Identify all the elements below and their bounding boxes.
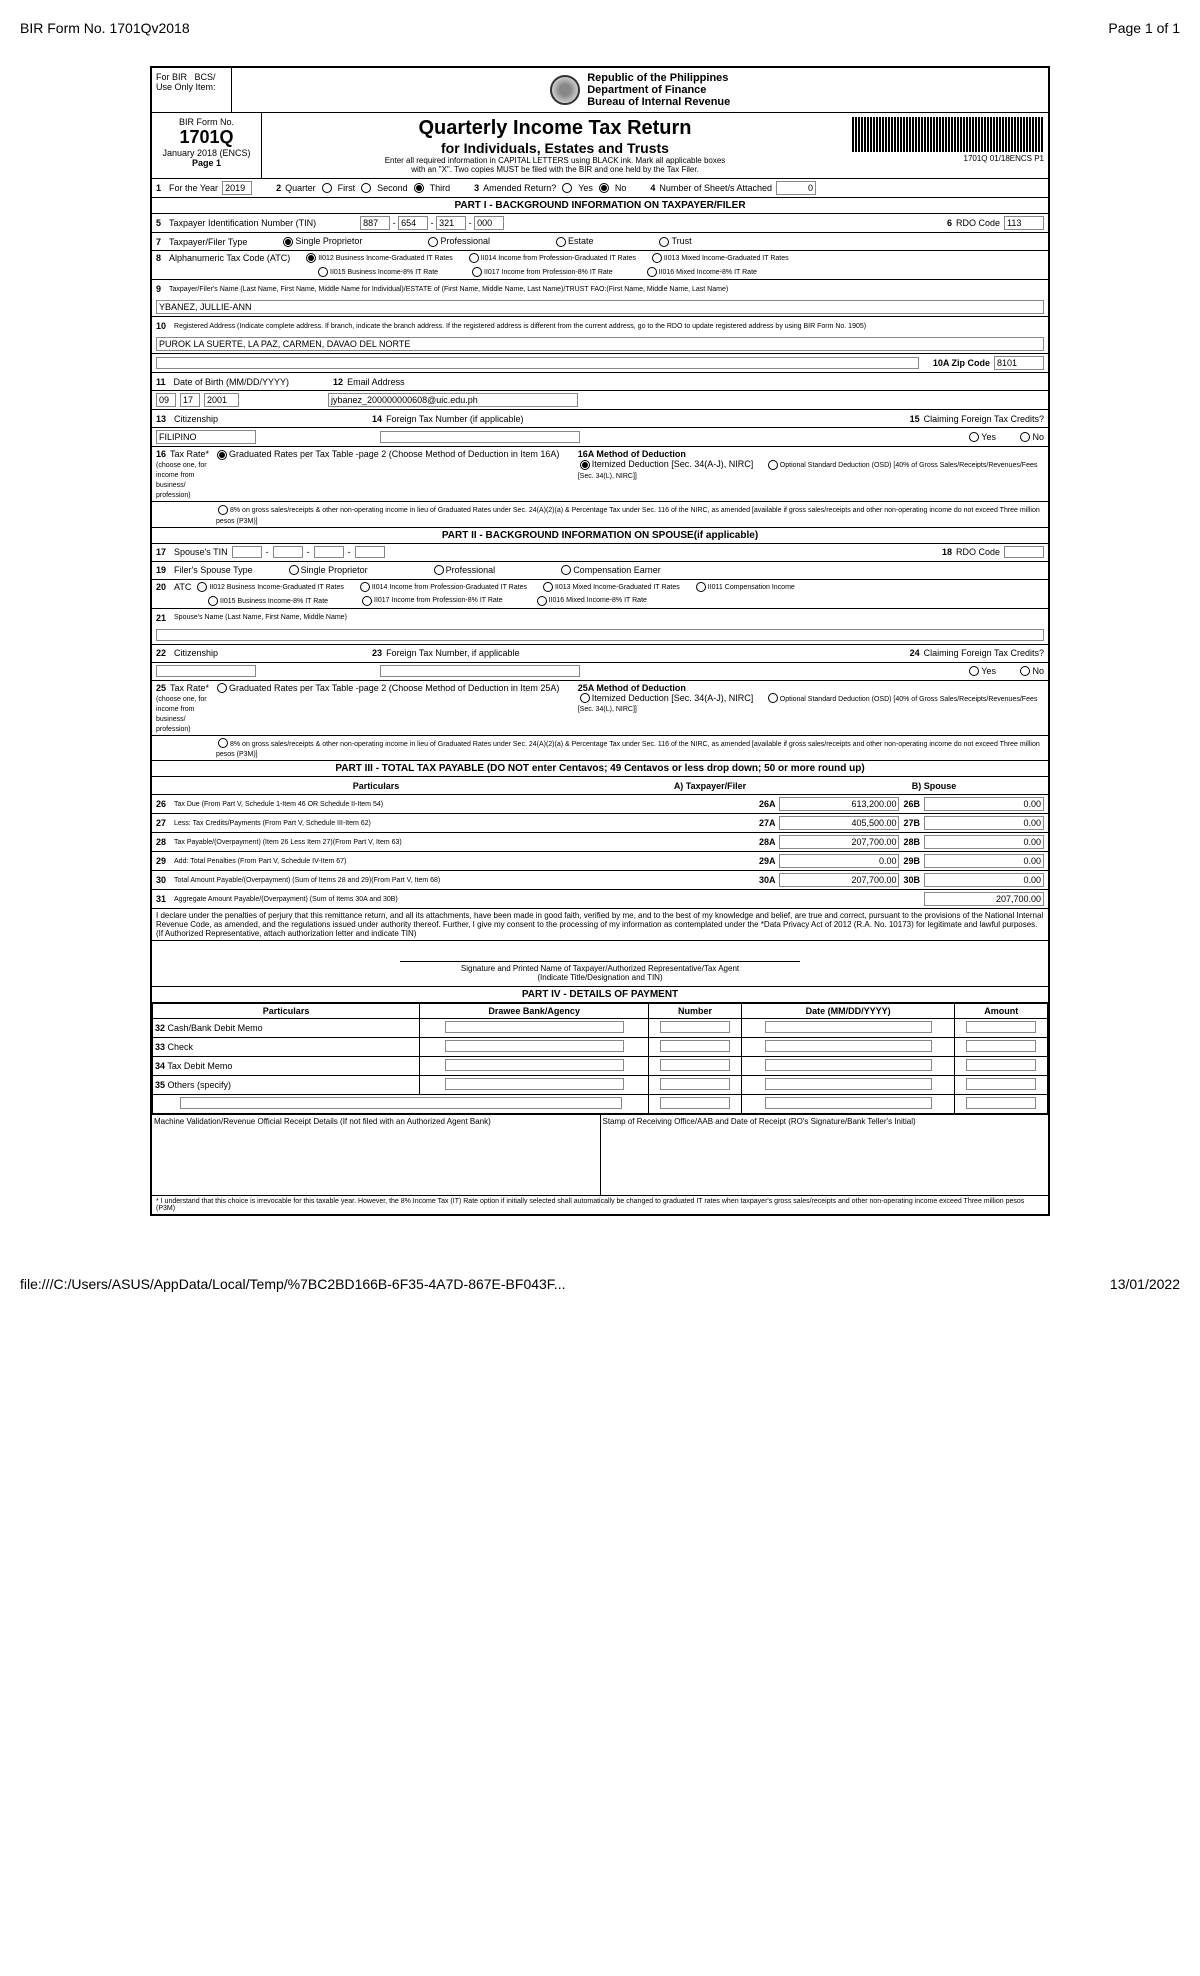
item10a-label: 10A Zip Code xyxy=(933,358,990,368)
item3-label: Amended Return? xyxy=(483,183,556,193)
atc-ii016-radio[interactable] xyxy=(647,267,657,277)
item9-label: Taxpayer/Filer's Name (Last Name, First … xyxy=(169,286,728,293)
zip-input[interactable]: 8101 xyxy=(994,356,1044,370)
declaration-text: I declare under the penalties of perjury… xyxy=(152,909,1048,941)
item20-label: ATC xyxy=(174,582,191,592)
ftc-yes-radio[interactable] xyxy=(969,432,979,442)
q1-radio[interactable] xyxy=(322,183,332,193)
item24-label: Claiming Foreign Tax Credits? xyxy=(924,648,1044,658)
item16-label: Tax Rate* xyxy=(170,449,209,459)
item17-label: Spouse's TIN xyxy=(174,547,228,557)
item18-label: RDO Code xyxy=(956,547,1000,557)
bir-seal-icon xyxy=(550,75,580,105)
signature-box: Signature and Printed Name of Taxpayer/A… xyxy=(152,941,1048,987)
citizenship-input[interactable]: FILIPINO xyxy=(156,430,256,444)
spouse-rdo-input[interactable] xyxy=(1004,546,1044,558)
main-title: Quarterly Income Tax Return xyxy=(266,117,844,140)
payment-table: Particulars Drawee Bank/Agency Number Da… xyxy=(152,1003,1048,1114)
bureau-text: Bureau of Internal Revenue xyxy=(587,96,730,108)
trust-radio[interactable] xyxy=(659,237,669,247)
dept-text: Department of Finance xyxy=(587,84,706,96)
item16a-label: 16A Method of Deduction xyxy=(578,449,686,459)
barcode-text: 1701Q 01/18ENCS P1 xyxy=(964,154,1045,163)
tin1-input[interactable]: 887 xyxy=(360,216,390,230)
item11-label: Date of Birth (MM/DD/YYYY) xyxy=(174,377,290,387)
q3-radio[interactable] xyxy=(414,183,424,193)
republic-text: Republic of the Philippines xyxy=(587,72,728,84)
part1-header: PART I - BACKGROUND INFORMATION ON TAXPA… xyxy=(152,198,1048,214)
instruction2: with an "X". Two copies MUST be filed wi… xyxy=(266,165,844,174)
amended-no-radio[interactable] xyxy=(599,183,609,193)
tin2-input[interactable]: 654 xyxy=(398,216,428,230)
tin4-input[interactable]: 000 xyxy=(474,216,504,230)
tin3-input[interactable]: 321 xyxy=(436,216,466,230)
item19-label: Filer's Spouse Type xyxy=(174,565,253,575)
barcode xyxy=(852,117,1044,152)
item10-label: Registered Address (Indicate complete ad… xyxy=(174,323,866,330)
dob-d-input[interactable]: 17 xyxy=(180,393,200,407)
name-input[interactable]: YBANEZ, JULLIE-ANN xyxy=(156,300,1044,314)
page-header-right: Page 1 of 1 xyxy=(1108,20,1180,36)
atc-ii017-radio[interactable] xyxy=(472,267,482,277)
8pct-radio[interactable] xyxy=(218,505,228,515)
ftn-input[interactable] xyxy=(380,431,580,443)
osd-radio[interactable] xyxy=(768,460,778,470)
item4-label: Number of Sheet/s Attached xyxy=(659,183,772,193)
item14-label: Foreign Tax Number (if applicable) xyxy=(386,414,523,424)
spouse-name-input[interactable] xyxy=(156,629,1044,641)
page-header-left: BIR Form No. 1701Qv2018 xyxy=(20,20,190,36)
rdo-input[interactable]: 113 xyxy=(1004,216,1044,230)
grad-rates-radio[interactable] xyxy=(217,450,227,460)
item23-label: Foreign Tax Number, if applicable xyxy=(386,648,519,658)
q2-radio[interactable] xyxy=(361,183,371,193)
machine-validation-box: Machine Validation/Revenue Official Rece… xyxy=(152,1115,601,1195)
sub-title: for Individuals, Estates and Trusts xyxy=(266,140,844,156)
dob-m-input[interactable]: 09 xyxy=(156,393,176,407)
atc-ii014-radio[interactable] xyxy=(469,253,479,263)
item7-label: Taxpayer/Filer Type xyxy=(169,237,247,247)
footnote: * I understand that this choice is irrev… xyxy=(152,1195,1048,1214)
atc-ii012-radio[interactable] xyxy=(306,253,316,263)
dob-y-input[interactable]: 2001 xyxy=(204,393,239,407)
item12-label: Email Address xyxy=(347,377,405,387)
address2-input[interactable] xyxy=(156,357,919,369)
stamp-box: Stamp of Receiving Office/AAB and Date o… xyxy=(601,1115,1049,1195)
item13-label: Citizenship xyxy=(174,414,218,424)
for-bir-box: For BIR BCS/ Use Only Item: xyxy=(152,68,232,112)
item5-label: Taxpayer Identification Number (TIN) xyxy=(169,218,316,228)
amended-yes-radio[interactable] xyxy=(562,183,572,193)
footer-left: file:///C:/Users/ASUS/AppData/Local/Temp… xyxy=(20,1276,565,1292)
part4-header: PART IV - DETAILS OF PAYMENT xyxy=(152,987,1048,1003)
item6-label: RDO Code xyxy=(956,218,1000,228)
instruction1: Enter all required information in CAPITA… xyxy=(266,156,844,165)
item21-label: Spouse's Name (Last Name, First Name, Mi… xyxy=(174,614,347,621)
itemized-radio[interactable] xyxy=(580,460,590,470)
atc-ii013-radio[interactable] xyxy=(652,253,662,263)
footer-right: 13/01/2022 xyxy=(1110,1276,1180,1292)
form-no-box: BIR Form No. 1701Q January 2018 (ENCS) P… xyxy=(152,113,262,178)
single-prop-radio[interactable] xyxy=(283,237,293,247)
address-input[interactable]: PUROK LA SUERTE, LA PAZ, CARMEN, DAVAO D… xyxy=(156,337,1044,351)
sheets-input[interactable]: 0 xyxy=(776,181,816,195)
atc-ii015-radio[interactable] xyxy=(318,267,328,277)
item8-label: Alphanumeric Tax Code (ATC) xyxy=(169,253,290,263)
part2-header: PART II - BACKGROUND INFORMATION ON SPOU… xyxy=(152,528,1048,544)
item2-label: Quarter xyxy=(285,183,316,193)
form-1701q: For BIR BCS/ Use Only Item: Republic of … xyxy=(150,66,1050,1216)
item15-label: Claiming Foreign Tax Credits? xyxy=(924,414,1044,424)
item1-label: For the Year xyxy=(169,183,218,193)
part3-header: PART III - TOTAL TAX PAYABLE (DO NOT ent… xyxy=(152,761,1048,777)
email-input[interactable]: jybanez_200000000608@uic.edu.ph xyxy=(328,393,578,407)
ftc-no-radio[interactable] xyxy=(1020,432,1030,442)
item22-label: Citizenship xyxy=(174,648,218,658)
estate-radio[interactable] xyxy=(556,237,566,247)
year-input[interactable]: 2019 xyxy=(222,181,252,195)
professional-radio[interactable] xyxy=(428,237,438,247)
